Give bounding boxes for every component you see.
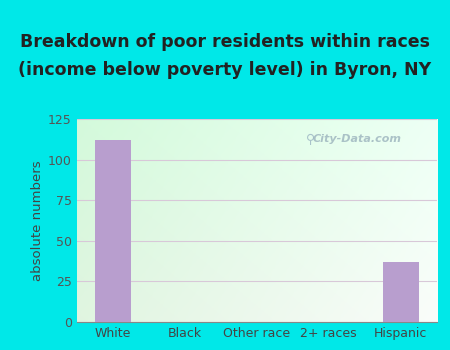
Text: (income below poverty level) in Byron, NY: (income below poverty level) in Byron, N… — [18, 61, 432, 79]
Text: Breakdown of poor residents within races: Breakdown of poor residents within races — [20, 33, 430, 51]
Text: ⚲: ⚲ — [306, 133, 315, 146]
Text: City-Data.com: City-Data.com — [313, 134, 402, 144]
Bar — [382, 262, 418, 322]
Bar — [94, 140, 130, 322]
Y-axis label: absolute numbers: absolute numbers — [31, 160, 44, 281]
